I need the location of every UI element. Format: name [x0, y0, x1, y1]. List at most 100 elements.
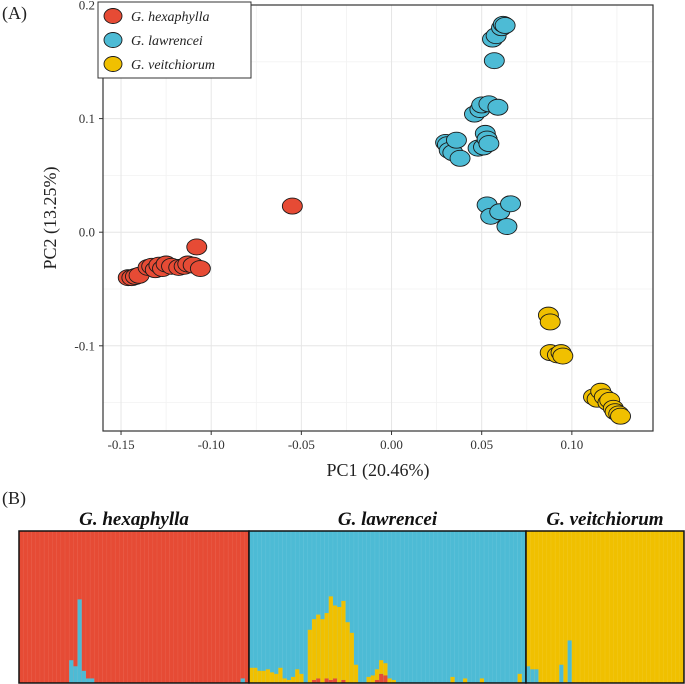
structure-bar — [638, 531, 643, 683]
structure-bar-admixture — [274, 673, 279, 683]
structure-bar-admixture — [261, 670, 267, 683]
structure-bar — [232, 531, 237, 683]
structure-bar — [31, 531, 37, 683]
structure-bar — [186, 531, 191, 683]
structure-bar-admixture — [366, 676, 372, 683]
structure-bar-admixture — [290, 676, 296, 683]
structure-bar — [605, 531, 610, 683]
scatter-point-g-lawrencei — [478, 135, 500, 153]
structure-bar — [362, 531, 367, 683]
structure-bar-admixture — [269, 672, 275, 683]
scatter-x-axis: -0.15 -0.10 -0.05 0.00 0.05 0.10 — [107, 431, 583, 452]
structure-bar — [207, 531, 212, 683]
scatter-y-axis: -0.1 0.0 0.1 0.2 — [74, 0, 103, 353]
structure-bar — [366, 531, 372, 683]
structure-bar — [215, 531, 221, 683]
structure-bar — [148, 531, 154, 683]
legend-label: G. lawrencei — [131, 34, 203, 49]
structure-bar — [563, 531, 568, 683]
structure-bar — [211, 531, 216, 683]
scatter-point-g-hexaphylla — [281, 197, 303, 215]
scatter-point-g-lawrencei — [449, 149, 471, 167]
structure-bar — [81, 531, 87, 683]
structure-bar — [278, 531, 283, 683]
scatter-point-g-lawrencei — [496, 218, 518, 235]
structure-bar — [56, 531, 62, 683]
structure-bar-admixture — [328, 679, 334, 683]
structure-bar — [274, 531, 279, 683]
structure-bar-admixture — [387, 678, 392, 683]
structure-bar — [374, 531, 380, 683]
structure-bar-admixture — [332, 605, 338, 679]
structure-bars — [18, 530, 685, 684]
structure-bar — [634, 531, 639, 683]
structure-bar — [261, 531, 267, 683]
structure-bar — [236, 531, 241, 683]
structure-bar — [173, 531, 179, 683]
structure-bar — [73, 531, 78, 683]
structure-bar-admixture — [73, 666, 78, 683]
structure-bar — [395, 531, 401, 683]
structure-bar — [370, 531, 376, 683]
structure-bar — [177, 531, 183, 683]
structure-bar — [588, 531, 593, 683]
structure-bar — [454, 531, 460, 683]
structure-bar — [253, 531, 258, 683]
structure-bar — [534, 531, 539, 683]
structure-bar — [286, 531, 292, 683]
scatter-point-g-veitchiorum — [539, 313, 561, 331]
structure-bar-admixture — [370, 675, 376, 683]
structure-bar — [152, 531, 158, 683]
legend-marker — [103, 32, 123, 48]
structure-bar-admixture — [282, 678, 288, 683]
structure-bar — [559, 531, 564, 683]
structure-bar — [282, 531, 288, 683]
x-tick-label: -0.10 — [198, 437, 225, 452]
structure-bar — [671, 531, 676, 683]
structure-bar — [161, 531, 166, 683]
structure-bar — [228, 531, 233, 683]
structure-bar-admixture — [463, 678, 468, 683]
structure-group-label: G. lawrencei — [338, 509, 438, 530]
structure-bar — [111, 531, 116, 683]
structure-bar — [617, 531, 622, 683]
structure-bar-admixture — [311, 679, 317, 683]
structure-bar — [667, 531, 672, 683]
structure-bar — [421, 531, 426, 683]
scatter-point-g-veitchiorum — [610, 407, 631, 425]
structure-bar — [85, 531, 91, 683]
structure-bar — [513, 531, 518, 683]
structure-bar — [311, 531, 317, 683]
structure-bar — [425, 531, 430, 683]
y-axis-label: PC2 (13.25%) — [40, 166, 61, 269]
structure-bar-admixture — [345, 622, 351, 683]
scatter-point-g-lawrencei — [494, 16, 516, 34]
scatter-point-g-lawrencei — [445, 131, 467, 149]
structure-bar — [458, 531, 464, 683]
structure-bar-admixture — [265, 669, 271, 683]
structure-bar — [467, 531, 472, 683]
panel-b-label: (B) — [2, 488, 26, 509]
structure-bar-admixture — [374, 669, 380, 680]
structure-bar-admixture — [299, 673, 304, 683]
structure-bar — [27, 531, 32, 683]
scatter-point-g-lawrencei — [487, 98, 509, 116]
structure-bar — [412, 531, 418, 683]
structure-bar-admixture — [295, 669, 300, 683]
structure-bar — [69, 531, 74, 683]
structure-bar-admixture — [383, 675, 388, 683]
legend-items: G. hexaphylla G. lawrencei G. veitchiorum — [103, 8, 215, 73]
structure-bar — [65, 531, 70, 683]
structure-bar — [244, 531, 250, 683]
structure-group-label: G. hexaphylla — [79, 509, 189, 530]
structure-bar — [538, 531, 543, 683]
structure-bar-admixture — [257, 670, 262, 683]
structure-bar — [320, 531, 325, 683]
structure-bar — [60, 531, 66, 683]
structure-bar-admixture — [349, 632, 355, 683]
structure-bar — [542, 531, 548, 683]
structure-bar-admixture — [320, 619, 325, 683]
structure-bar-admixture — [253, 667, 258, 683]
structure-bar — [408, 531, 413, 683]
structure-bar — [316, 531, 321, 683]
